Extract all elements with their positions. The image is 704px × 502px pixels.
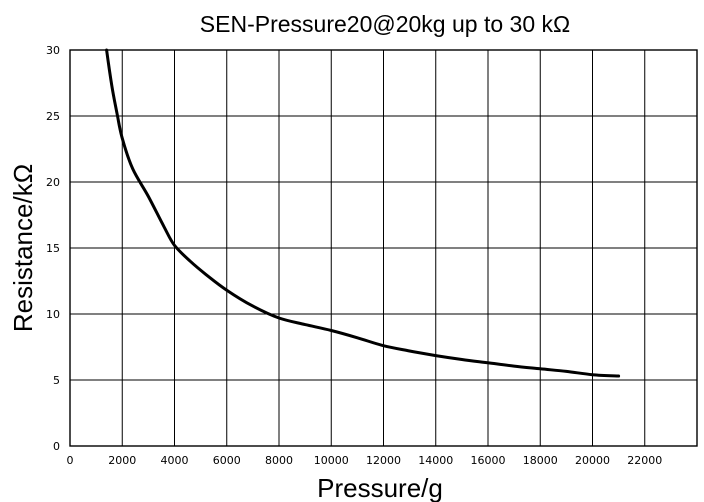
x-axis-label: Pressure/g bbox=[317, 473, 443, 502]
x-tick-label: 22000 bbox=[627, 454, 662, 467]
x-tick-label: 18000 bbox=[523, 454, 558, 467]
x-tick-label: 8000 bbox=[265, 454, 293, 467]
y-tick-label: 15 bbox=[46, 242, 60, 255]
x-tick-label: 10000 bbox=[314, 454, 349, 467]
chart-title: SEN-Pressure20@20kg up to 30 kΩ bbox=[200, 11, 570, 37]
x-tick-label: 16000 bbox=[471, 454, 506, 467]
plot-frame bbox=[69, 49, 698, 447]
x-tick-label: 2000 bbox=[108, 454, 136, 467]
y-tick-label: 25 bbox=[46, 110, 60, 123]
series-line bbox=[105, 48, 621, 378]
grid bbox=[69, 49, 697, 447]
y-tick-label: 0 bbox=[53, 440, 60, 453]
x-tick-label: 20000 bbox=[575, 454, 610, 467]
y-axis-label: Resistance/kΩ bbox=[8, 164, 38, 332]
y-tick-label: 5 bbox=[53, 374, 60, 387]
series-layer bbox=[105, 48, 621, 378]
x-tick-label: 12000 bbox=[366, 454, 401, 467]
x-tick-label: 14000 bbox=[418, 454, 453, 467]
x-tick-label: 4000 bbox=[161, 454, 189, 467]
x-tick-label: 6000 bbox=[213, 454, 241, 467]
tick-labels: 0 2000 4000 6000 8000 10000 12000 14000 16000 180… bbox=[46, 44, 662, 467]
y-tick-label: 20 bbox=[46, 176, 60, 189]
y-tick-label: 30 bbox=[46, 44, 60, 57]
y-tick-label: 10 bbox=[46, 308, 60, 321]
x-tick-label: 0 bbox=[67, 454, 74, 467]
